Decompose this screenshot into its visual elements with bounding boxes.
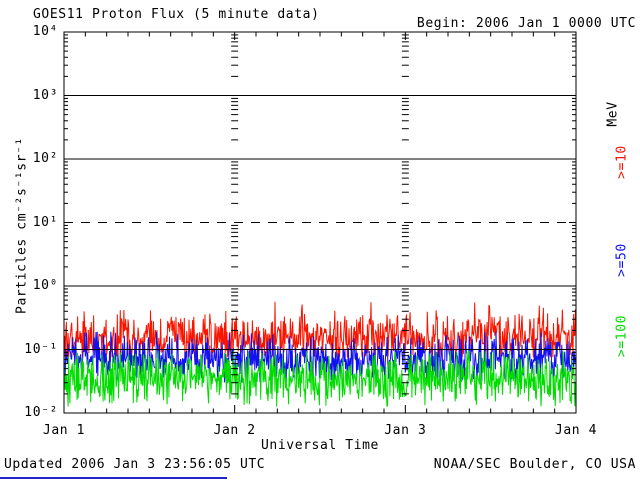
bottom-edge-link-underline	[0, 477, 227, 479]
updated-timestamp: Updated 2006 Jan 3 23:56:05 UTC	[4, 457, 266, 472]
right-axis-label-50: >=50	[614, 243, 630, 277]
begin-time-label: Begin: 2006 Jan 1 0000 UTC	[416, 16, 636, 31]
y-tick-label: 10¹	[32, 214, 58, 230]
right-axis-label-MeV: MeV	[605, 101, 621, 127]
y-tick-label: 10⁻²	[24, 405, 58, 420]
right-axis-label-10: >=10	[614, 145, 630, 179]
y-tick-label: 10⁴	[32, 24, 58, 39]
series-traces	[63, 301, 577, 407]
x-tick-label: Jan 3	[384, 423, 427, 438]
series--10-mev	[63, 301, 577, 359]
y-tick-label: 10⁰	[32, 278, 58, 293]
x-axis-label: Universal Time	[261, 438, 379, 453]
x-tick-label: Jan 1	[42, 423, 86, 438]
y-tick-label: 10³	[32, 87, 58, 103]
y-tick-label: 10²	[32, 151, 58, 166]
gridlines	[64, 95, 576, 350]
series--100-mev	[63, 350, 577, 407]
series--50-mev	[63, 331, 577, 383]
x-tick-label: Jan 2	[213, 423, 256, 438]
credit-label: NOAA/SEC Boulder, CO USA	[433, 457, 636, 472]
y-tick-label: 10⁻¹	[24, 341, 58, 357]
x-tick-label: Jan 4	[554, 423, 598, 438]
day-marker-columns	[231, 34, 409, 395]
chart-title: GOES11 Proton Flux (5 minute data)	[33, 7, 320, 22]
axis-ticks	[63, 31, 577, 414]
right-axis-label-100: >=100	[614, 314, 630, 358]
